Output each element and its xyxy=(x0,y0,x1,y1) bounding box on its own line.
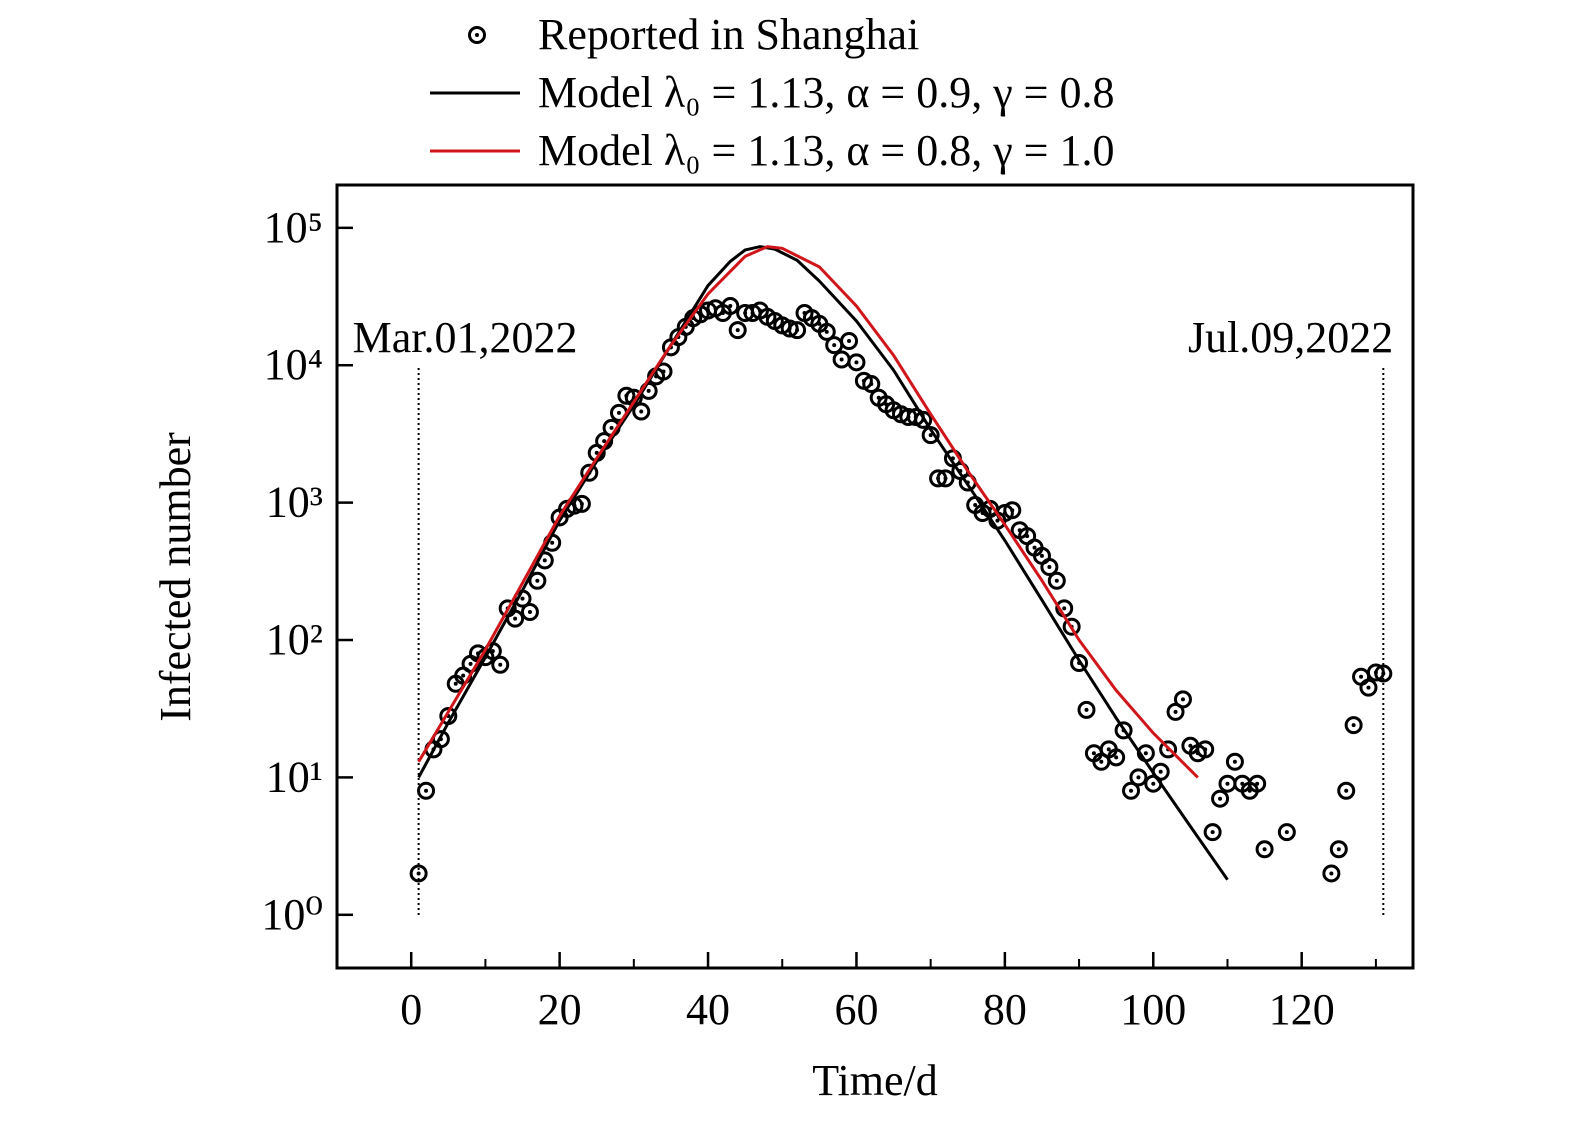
data-point xyxy=(728,321,747,340)
data-point xyxy=(1129,768,1148,787)
data-point xyxy=(1359,678,1378,697)
data-point xyxy=(825,336,844,355)
data-point xyxy=(1003,501,1022,520)
x-tick-label: 100 xyxy=(1120,985,1186,1034)
data-point xyxy=(1122,781,1141,800)
data-point xyxy=(1218,774,1237,793)
data-point xyxy=(1040,557,1059,576)
data-point xyxy=(788,321,807,340)
data-point xyxy=(1277,823,1296,842)
plot-frame xyxy=(335,183,1415,970)
data-point xyxy=(847,353,866,372)
model-line xyxy=(417,245,1199,779)
data-point xyxy=(1107,748,1126,767)
data-point xyxy=(1211,789,1230,808)
x-tick-label: 60 xyxy=(834,985,878,1034)
model-line xyxy=(417,245,1229,881)
x-tick-label: 40 xyxy=(686,985,730,1034)
data-point xyxy=(572,494,591,513)
y-tick-label: 10⁵ xyxy=(264,203,323,252)
x-axis-label: Time/d xyxy=(812,1056,938,1105)
data-point xyxy=(528,571,547,590)
legend-marker-dot xyxy=(475,33,479,37)
y-tick-label: 10¹ xyxy=(266,752,323,801)
y-tick-label: 10² xyxy=(266,615,323,664)
data-point xyxy=(1322,864,1341,883)
data-point xyxy=(1203,823,1222,842)
x-tick-label: 120 xyxy=(1269,985,1335,1034)
data-point xyxy=(936,469,955,488)
data-point xyxy=(1047,571,1066,590)
y-axis-label: Infected number xyxy=(151,432,200,722)
data-point xyxy=(1196,740,1215,759)
data-point xyxy=(417,781,436,800)
y-tick-label: 10³ xyxy=(266,478,323,527)
y-tick-label: 10⁰ xyxy=(261,890,323,939)
data-point xyxy=(632,402,651,421)
data-point xyxy=(721,296,740,315)
data-point xyxy=(1255,840,1274,859)
data-point xyxy=(1225,752,1244,771)
data-point xyxy=(1337,781,1356,800)
annotation: Mar.01,2022 xyxy=(353,313,578,362)
data-point xyxy=(1077,700,1096,719)
data-point xyxy=(1173,690,1192,709)
data-point xyxy=(862,375,881,394)
x-tick-label: 0 xyxy=(400,985,422,1034)
x-tick-label: 20 xyxy=(538,985,582,1034)
legend-label: Model λ₀ = 1.13, α = 0.8, γ = 1.0 xyxy=(538,126,1115,175)
data-point xyxy=(817,322,836,341)
data-point xyxy=(1329,840,1348,859)
data-point xyxy=(491,655,510,674)
x-tick-label: 80 xyxy=(983,985,1027,1034)
data-point xyxy=(520,602,539,621)
data-point xyxy=(840,332,859,351)
annotation: Jul.09,2022 xyxy=(1188,313,1393,362)
y-tick-label: 10⁴ xyxy=(264,340,323,389)
data-point xyxy=(409,864,428,883)
legend-label: Reported in Shanghai xyxy=(538,10,919,59)
data-point xyxy=(1374,664,1393,683)
legend-label: Model λ₀ = 1.13, α = 0.9, γ = 0.8 xyxy=(538,68,1115,117)
data-point xyxy=(1248,774,1267,793)
data-point xyxy=(1344,716,1363,735)
legend-marker xyxy=(468,26,486,44)
data-point xyxy=(832,350,851,369)
